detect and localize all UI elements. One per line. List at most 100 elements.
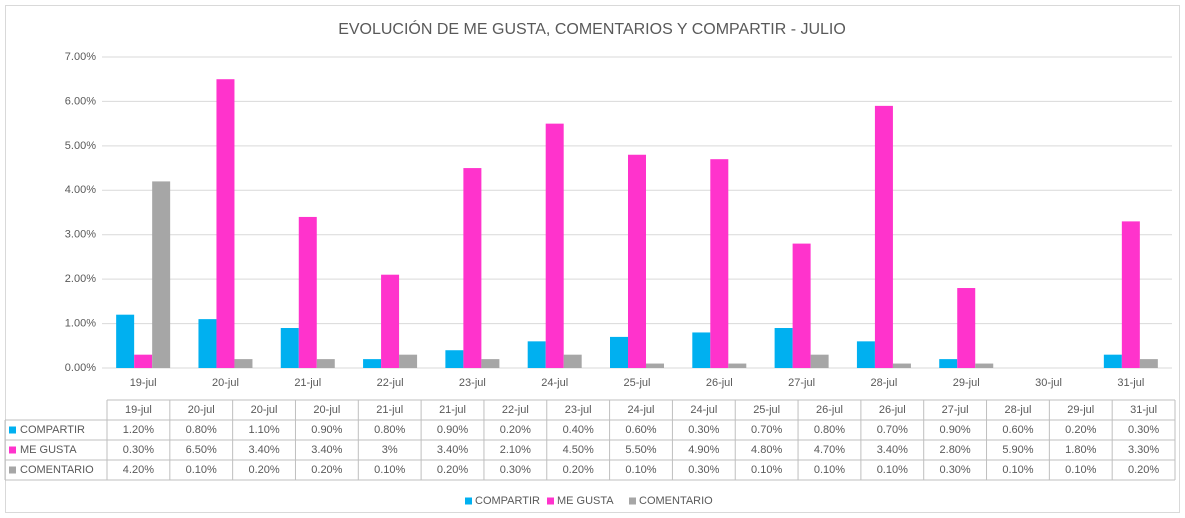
bar: [1103, 354, 1122, 368]
table-cell: 0.20%: [311, 464, 342, 476]
table-cell: 0.80%: [814, 424, 845, 436]
table-header: 24-jul: [690, 404, 717, 416]
y-tick-label: 0.00%: [65, 362, 96, 374]
table-header: 29-jul: [1067, 404, 1094, 416]
table-cell: 0.90%: [437, 424, 468, 436]
chart-frame: [5, 5, 1180, 513]
x-tick-label: 23-jul: [459, 377, 486, 389]
table-header: 20-jul: [313, 404, 340, 416]
table-cell: 0.30%: [500, 464, 531, 476]
table-cell: 0.80%: [374, 424, 405, 436]
x-tick-label: 22-jul: [377, 377, 404, 389]
table-cell: 0.20%: [248, 464, 279, 476]
table-cell: 2.10%: [500, 444, 531, 456]
table-cell: 0.10%: [1065, 464, 1096, 476]
bar: [198, 319, 217, 368]
table-cell: 0.20%: [437, 464, 468, 476]
table-cell: 1.10%: [248, 424, 279, 436]
bar: [545, 123, 564, 369]
bar: [116, 314, 135, 368]
x-tick-label: 30-jul: [1035, 377, 1062, 389]
bar: [152, 181, 171, 368]
bar: [399, 354, 418, 368]
x-tick-label: 26-jul: [706, 377, 733, 389]
bar: [316, 359, 335, 368]
table-cell: 0.20%: [1065, 424, 1096, 436]
table-header: 20-jul: [188, 404, 215, 416]
bar: [692, 332, 711, 368]
table-cell: 0.90%: [940, 424, 971, 436]
x-tick-label: 31-jul: [1117, 377, 1144, 389]
table-cell: 0.30%: [940, 464, 971, 476]
table-cell: 0.90%: [311, 424, 342, 436]
legend-label: COMENTARIO: [639, 495, 713, 507]
table-header: 21-jul: [376, 404, 403, 416]
bar: [810, 354, 829, 368]
bar: [892, 363, 911, 368]
table-cell: 3.40%: [311, 444, 342, 456]
table-header: 21-jul: [439, 404, 466, 416]
table-header: 26-jul: [879, 404, 906, 416]
table-cell: 0.60%: [1002, 424, 1033, 436]
bar: [646, 363, 664, 368]
x-tick-label: 28-jul: [870, 377, 897, 389]
bar: [481, 359, 500, 368]
legend-label: ME GUSTA: [557, 495, 614, 507]
table-header: 20-jul: [251, 404, 278, 416]
bar: [1139, 359, 1158, 368]
table-cell: 0.70%: [751, 424, 782, 436]
y-tick-label: 1.00%: [65, 317, 96, 329]
table-header: 27-jul: [942, 404, 969, 416]
x-tick-label: 20-jul: [212, 377, 239, 389]
table-cell: 3%: [382, 444, 398, 456]
y-tick-label: 2.00%: [65, 273, 96, 285]
table-cell: 3.40%: [877, 444, 908, 456]
table-key: [9, 466, 16, 474]
table-cell: 2.80%: [940, 444, 971, 456]
bar: [216, 79, 235, 368]
table-cell: 0.70%: [877, 424, 908, 436]
table-header: 25-jul: [753, 404, 780, 416]
table-row-label: COMENTARIO: [20, 464, 94, 476]
table-cell: 3.30%: [1128, 444, 1159, 456]
bar: [874, 105, 893, 368]
y-tick-label: 4.00%: [65, 184, 96, 196]
bar: [957, 288, 976, 368]
table-cell: 1.20%: [123, 424, 154, 436]
table-cell: 0.10%: [625, 464, 656, 476]
table-cell: 0.30%: [688, 464, 719, 476]
bar: [774, 328, 793, 368]
bar: [527, 341, 546, 368]
table-cell: 4.70%: [814, 444, 845, 456]
x-tick-label: 21-jul: [294, 377, 321, 389]
table-cell: 4.80%: [751, 444, 782, 456]
table-cell: 0.10%: [1002, 464, 1033, 476]
table-row-label: COMPARTIR: [20, 424, 85, 436]
table-cell: 0.20%: [500, 424, 531, 436]
table-cell: 0.10%: [186, 464, 217, 476]
table-key: [9, 426, 16, 434]
table-cell: 4.90%: [688, 444, 719, 456]
table-cell: 0.30%: [123, 444, 154, 456]
bar: [134, 354, 153, 368]
bar: [975, 363, 994, 368]
legend-label: COMPARTIR: [475, 495, 540, 507]
bar: [563, 354, 582, 368]
bar: [234, 359, 253, 368]
table-cell: 0.10%: [751, 464, 782, 476]
table-header: 23-jul: [565, 404, 592, 416]
bar: [463, 168, 482, 368]
table-cell: 0.30%: [688, 424, 719, 436]
x-tick-label: 24-jul: [541, 377, 568, 389]
y-tick-label: 7.00%: [65, 51, 96, 63]
bar: [856, 341, 875, 368]
bar: [728, 363, 747, 368]
chart-title: EVOLUCIÓN DE ME GUSTA, COMENTARIOS Y COM…: [338, 19, 846, 38]
x-tick-label: 25-jul: [624, 377, 651, 389]
bar: [610, 336, 628, 368]
x-tick-label: 19-jul: [130, 377, 157, 389]
table-cell: 4.50%: [563, 444, 594, 456]
bar: [1121, 221, 1140, 368]
bar: [280, 328, 299, 368]
bar: [939, 359, 958, 368]
